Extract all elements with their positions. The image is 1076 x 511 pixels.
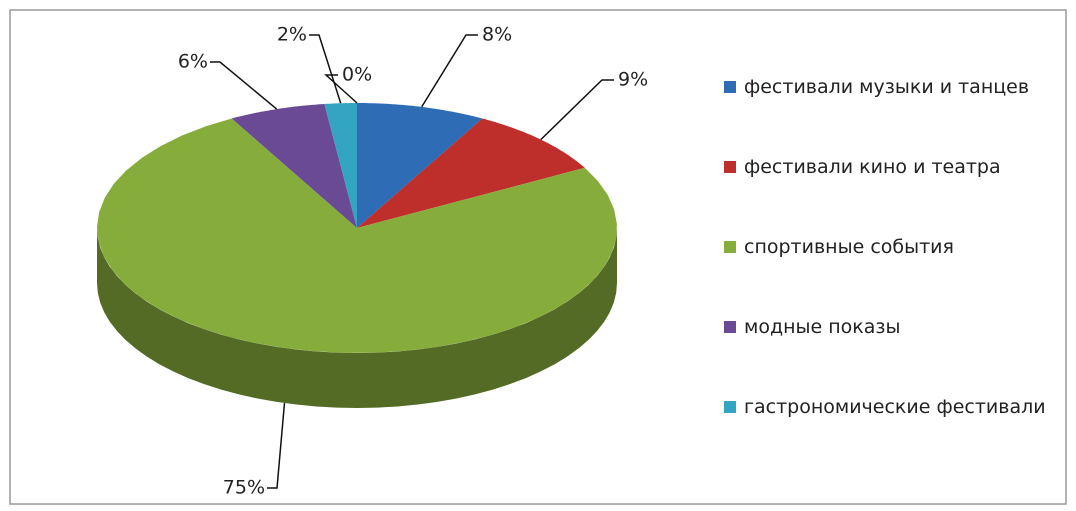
- legend-swatch: [724, 401, 736, 413]
- pie-slice: [357, 118, 585, 228]
- legend-item: фестивали музыки и танцев: [722, 72, 1062, 152]
- legend-item: модные показы: [722, 312, 1062, 392]
- legend-swatch: [724, 81, 736, 93]
- data-label: 75%: [223, 477, 265, 499]
- legend-item: спортивные события: [722, 232, 1062, 312]
- legend: фестивали музыки и танцев фестивали кино …: [722, 72, 1062, 472]
- data-label: 9%: [618, 69, 648, 91]
- data-label: 2%: [277, 24, 307, 46]
- leader-line: [267, 402, 286, 489]
- pie-side: [97, 228, 617, 408]
- leader-line: [324, 74, 358, 104]
- legend-item: фестивали кино и театра: [722, 152, 1062, 232]
- pie-slice: [97, 118, 617, 353]
- data-label: 8%: [482, 24, 512, 46]
- pie-slice: [324, 103, 357, 228]
- pie-slice: [357, 103, 483, 228]
- legend-swatch: [724, 241, 736, 253]
- legend-label: модные показы: [744, 316, 901, 338]
- legend-label: спортивные события: [744, 236, 954, 258]
- leader-line: [540, 79, 614, 141]
- legend-item: гастрономические фестивали: [722, 392, 1062, 472]
- data-label: 6%: [178, 51, 208, 73]
- legend-label: фестивали кино и театра: [744, 156, 1001, 178]
- legend-label: фестивали музыки и танцев: [744, 76, 1030, 98]
- leader-line: [210, 61, 278, 110]
- leader-line: [309, 34, 342, 104]
- legend-swatch: [724, 321, 736, 333]
- legend-swatch: [724, 161, 736, 173]
- data-label: 0%: [342, 64, 372, 86]
- leader-line: [421, 34, 478, 108]
- pie-slice: [231, 104, 357, 228]
- legend-label: гастрономические фестивали: [744, 396, 1046, 418]
